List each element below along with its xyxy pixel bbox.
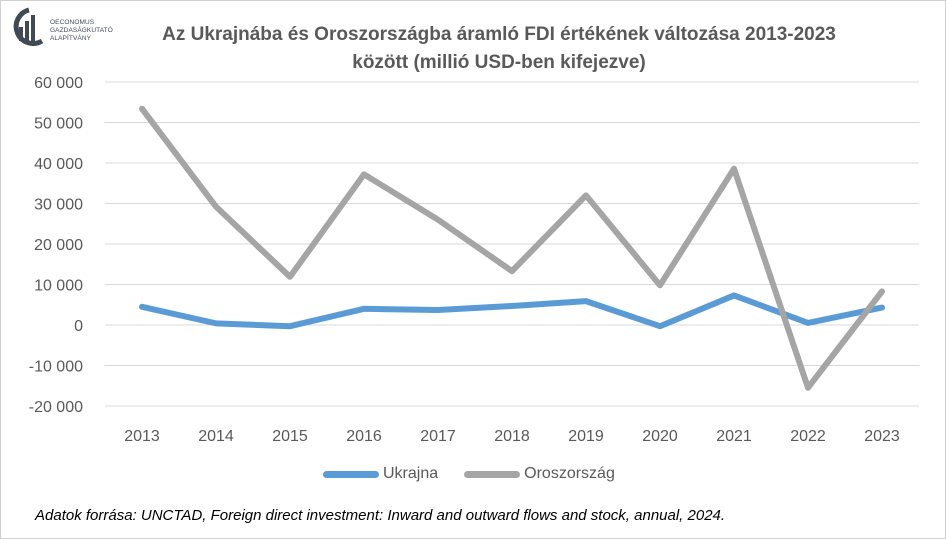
series-line-oroszorszag	[139, 105, 885, 391]
chart-title-line-2: között (millió USD-ben kifejezve)	[352, 52, 646, 73]
y-tick-label: 20 000	[34, 237, 83, 254]
legend-swatch-oroszorszag	[464, 470, 521, 478]
y-tick-label: 60 000	[34, 75, 83, 92]
x-axis-ticks: 2013 2014 2015 2016 2017 2018 2019 2020 2021 2022…	[124, 428, 900, 445]
x-tick-label: 2021	[716, 428, 752, 445]
chart-title-line-1: Az Ukrajnába és Oroszországba áramló FDI…	[162, 24, 836, 45]
legend-label-oroszorszag: Oroszország	[524, 465, 615, 482]
legend-swatch-ukrajna	[323, 470, 379, 478]
y-tick-label: 30 000	[34, 197, 83, 214]
legend-item-ukrajna: Ukrajna	[323, 465, 438, 483]
y-tick-label: -20 000	[29, 399, 83, 416]
y-tick-label: -10 000	[29, 359, 83, 376]
x-tick-label: 2020	[642, 428, 678, 445]
x-tick-label: 2022	[790, 428, 826, 445]
x-tick-label: 2013	[124, 428, 160, 445]
logo-line-2: GAZDASÁGKUTATÓ	[50, 27, 113, 34]
y-tick-label: 0	[74, 318, 83, 335]
legend-item-oroszorszag: Oroszország	[464, 465, 615, 483]
series-lines	[139, 105, 885, 391]
legend: Ukrajna Oroszország	[323, 462, 641, 486]
series-line-ukrajna	[139, 292, 885, 330]
logo-text: OECONOMUS GAZDASÁGKUTATÓ ALAPÍTVÁNY	[50, 19, 113, 43]
logo-line-3: ALAPÍTVÁNY	[50, 35, 92, 42]
chart-title: Az Ukrajnába és Oroszországba áramló FDI…	[119, 21, 879, 77]
x-tick-label: 2019	[568, 428, 604, 445]
x-tick-label: 2016	[346, 428, 382, 445]
oeconomus-logo-icon	[13, 7, 44, 46]
oeconomus-logo: OECONOMUS GAZDASÁGKUTATÓ ALAPÍTVÁNY	[9, 7, 119, 53]
x-tick-label: 2023	[864, 428, 900, 445]
y-tick-label: 10 000	[34, 278, 83, 295]
logo-line-1: OECONOMUS	[50, 19, 95, 26]
x-tick-label: 2017	[420, 428, 456, 445]
y-axis-ticks: -20 000 -10 000 0 10 000 20 000 30 000 40 000 5…	[29, 75, 83, 416]
x-tick-label: 2015	[272, 428, 308, 445]
legend-label-ukrajna: Ukrajna	[383, 465, 439, 482]
y-tick-label: 40 000	[34, 156, 83, 173]
x-tick-label: 2018	[494, 428, 530, 445]
source-note: Adatok forrása: UNCTAD, Foreign direct i…	[35, 507, 726, 524]
x-tick-label: 2014	[198, 428, 234, 445]
y-tick-label: 50 000	[34, 116, 83, 133]
